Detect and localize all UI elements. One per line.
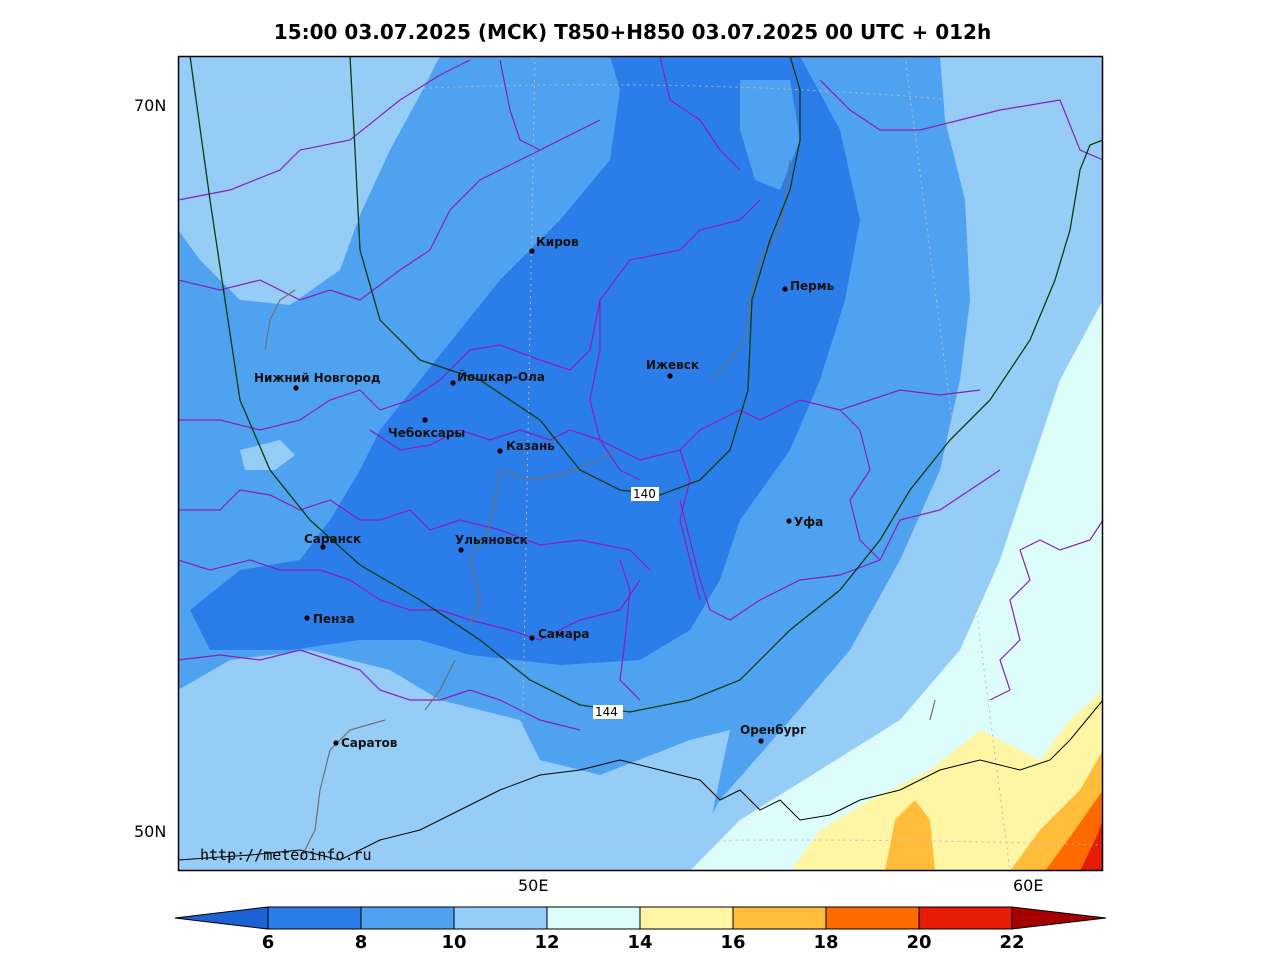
band-12-14-west-patch [240, 440, 295, 470]
city-dot-kazan [497, 448, 503, 454]
colorbar-tick-label: 18 [813, 932, 839, 953]
city-label: Пенза [313, 612, 355, 626]
map-frame [177, 55, 1104, 872]
band-12-14-south [178, 650, 730, 871]
colorbar-cell [639, 906, 734, 930]
city-label: Казань [506, 439, 555, 453]
city-dot-penza [304, 615, 310, 621]
colorbar-cell [918, 906, 1013, 930]
band-8-10 [190, 56, 860, 665]
lon-label-60e: 60E [1013, 876, 1044, 895]
colorbar-cell [546, 906, 641, 930]
colorbar-tick-label: 12 [534, 932, 560, 953]
city-dot-saratov [333, 740, 339, 746]
lat-label-50n: 50N [134, 822, 167, 841]
city-label: Саранск [304, 532, 361, 546]
colorbar-tick-label: 22 [999, 932, 1025, 953]
colorbar-cell [360, 906, 455, 930]
colorbar [174, 906, 1107, 930]
city-dot-ulyanovsk [458, 547, 464, 553]
contour-144 [189, 56, 1103, 713]
city-label: Самара [538, 627, 590, 641]
city-labels: Киров Пермь Нижний Новгород Йошкар-Ола И… [254, 235, 835, 750]
contour-140 [349, 56, 801, 496]
city-dot-perm [782, 286, 788, 292]
contour-labels: 140 144 [593, 487, 659, 719]
lat-label-70n: 70N [134, 96, 167, 115]
city-dot-izhevsk [667, 373, 673, 379]
band-16-18 [790, 690, 1103, 871]
country-border [178, 699, 1103, 861]
rivers [264, 159, 936, 861]
temperature-field: 140 144 Киров Пермь Нижний Новгород Йошк… [178, 56, 1103, 871]
band-14-16 [690, 300, 1103, 871]
colorbar-cell [732, 906, 827, 930]
chart-title: 15:00 03.07.2025 (МСК) T850+H850 03.07.2… [273, 20, 992, 44]
city-markers [293, 248, 792, 746]
city-dot-cheboksary [422, 417, 428, 423]
band-8-10-inner-light [740, 80, 800, 190]
band-18-20-spot [885, 800, 935, 871]
colorbar-cell [825, 906, 920, 930]
height-contours [189, 56, 1103, 713]
city-label: Нижний Новгород [254, 371, 381, 385]
colorbar-cell [174, 906, 269, 930]
city-dot-saransk [320, 544, 326, 550]
city-dot-ufa [786, 518, 792, 524]
colorbar-tick-label: 6 [261, 932, 275, 953]
city-dot-samara [529, 635, 535, 641]
colorbar-cell [1011, 906, 1107, 930]
contour-label-144: 144 [595, 705, 618, 719]
city-label: Йошкар-Ола [457, 369, 545, 384]
region-borders [178, 56, 1103, 731]
city-label: Оренбург [740, 723, 806, 737]
city-dot-kirov [529, 248, 535, 254]
colorbar-cell [267, 906, 362, 930]
city-label: Ульяновск [455, 533, 528, 547]
colorbar-cell [453, 906, 548, 930]
colorbar-tick-label: 8 [354, 932, 368, 953]
colorbar-tick-label: 16 [720, 932, 746, 953]
city-label: Чебоксары [388, 426, 465, 440]
city-dot-yoshkar [450, 380, 456, 386]
graticule [178, 56, 1103, 871]
city-label: Саратов [341, 736, 398, 750]
city-label: Уфа [794, 515, 823, 529]
contour-label-140: 140 [633, 487, 656, 501]
city-label: Пермь [790, 279, 835, 293]
city-label: Киров [536, 235, 579, 249]
colorbar-tick-label: 14 [627, 932, 653, 953]
city-dot-nizhny [293, 385, 299, 391]
band-20-22 [1045, 790, 1103, 871]
colorbar-tick-label: 20 [906, 932, 932, 953]
watermark-url: http://meteoinfo.ru [200, 846, 372, 864]
band-22-plus [1080, 820, 1103, 871]
lon-label-50e: 50E [518, 876, 549, 895]
colorbar-tick-label: 10 [441, 932, 467, 953]
band-12-14-north [178, 56, 440, 305]
city-label: Ижевск [646, 358, 699, 372]
city-dot-orenburg [758, 738, 764, 744]
